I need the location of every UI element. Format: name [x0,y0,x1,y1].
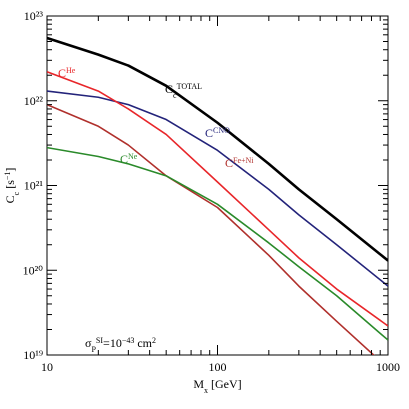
x-tick-label: 1000 [376,360,400,374]
x-axis-label-part: [GeV] [208,377,242,391]
y-axis-label-part: −1 [3,172,12,181]
annotation-part: −43 [122,336,135,345]
y-axis-label-part: c [12,191,21,195]
annotation-part: SI [96,336,103,345]
y-axis-label-part: ] [3,168,17,172]
series-line [47,36,388,262]
x-tick-label: 10 [41,360,53,374]
series-label-part: C [205,126,213,140]
y-tick-label: 10²³ [24,9,44,23]
annotation-part: =10 [103,336,122,350]
y-axis-label-part: [s [3,180,17,192]
series-label-part: C [58,66,66,80]
annotation-part: σ [85,336,92,350]
series-label-part: He [66,66,76,75]
annotation: σPSI=10−43 cm2 [85,336,156,354]
y-axis-label-part: C [3,195,17,203]
series-label-part: c [173,91,177,100]
series-label-part: Fe+Ni [233,156,254,165]
x-tick-label: 100 [209,360,227,374]
plot-area [47,36,388,355]
series-label-part: CNO [213,126,230,135]
series-label-part: Ne [128,152,138,161]
series-label-part: TOTAL [177,82,203,91]
y-tick-label: 10¹⁹ [23,348,43,362]
series-line [47,70,388,327]
x-axis-label-part: x [204,386,208,395]
x-axis-label-part: M [193,377,204,391]
series-label: CNe [120,152,138,167]
series-line [47,90,388,287]
y-tick-label: 10²⁰ [23,263,44,277]
y-axis-label: Cc [s−1] [3,168,21,204]
plot-frame [46,15,389,356]
y-tick-label: 10²² [24,94,44,108]
series-label-part: C [225,156,233,170]
series-label: CHe [58,66,76,81]
series-label: CFe+Ni [225,156,254,171]
series-line [47,103,375,355]
y-tick-label: 10²¹ [24,179,44,193]
series-label: CCNO [205,126,230,141]
x-axis-label: Mx [GeV] [193,377,241,395]
series-line [47,146,388,341]
annotation-part: P [91,345,96,354]
series-label-part: C [120,152,128,166]
annotation-part: cm [134,336,152,350]
series-label-part: C [165,82,173,96]
series-label: CcTOTAL [165,82,202,100]
annotation-part: 2 [152,336,156,345]
